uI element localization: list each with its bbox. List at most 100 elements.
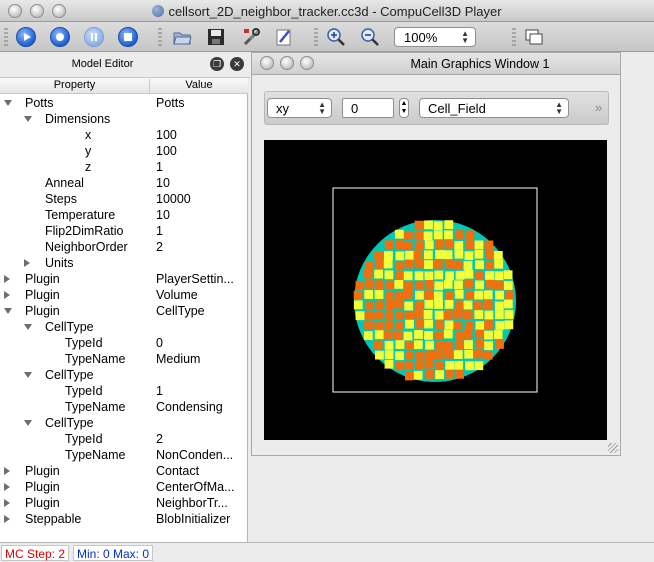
- tree-row[interactable]: CellType: [0, 415, 248, 431]
- disclosure-open-icon[interactable]: [24, 324, 32, 330]
- minimize-window-button[interactable]: [30, 4, 44, 18]
- disclosure-open-icon[interactable]: [4, 308, 12, 314]
- overflow-chevron-icon[interactable]: »: [595, 100, 603, 115]
- disclosure-closed-icon[interactable]: [4, 483, 10, 491]
- disclosure-open-icon[interactable]: [24, 372, 32, 378]
- disclosure-open-icon[interactable]: [24, 116, 32, 122]
- tree-row[interactable]: Potts Potts: [0, 95, 248, 111]
- field-select[interactable]: Cell_Field ▲ ▼: [419, 98, 569, 118]
- tree-row[interactable]: TypeId 1: [0, 383, 248, 399]
- zoom-window-button[interactable]: [52, 4, 66, 18]
- toolbar-grip[interactable]: [314, 28, 318, 46]
- tree-row[interactable]: TypeId 2: [0, 431, 248, 447]
- resize-grip-icon[interactable]: [608, 443, 618, 453]
- disclosure-closed-icon[interactable]: [4, 515, 10, 523]
- save-icon[interactable]: [206, 27, 226, 47]
- tree-row-value[interactable]: 100: [156, 128, 177, 142]
- tree-row-value[interactable]: BlobInitializer: [156, 512, 231, 526]
- disclosure-closed-icon[interactable]: [4, 467, 10, 475]
- disclosure-closed-icon[interactable]: [4, 291, 10, 299]
- tree-row-value[interactable]: Medium: [156, 352, 201, 366]
- tree-row-value[interactable]: 10000: [156, 192, 191, 206]
- tree-row[interactable]: NeighborOrder 2: [0, 239, 248, 255]
- tree-row-value[interactable]: 10: [156, 208, 170, 222]
- tree-row[interactable]: Dimensions: [0, 111, 248, 127]
- stop-icon[interactable]: [118, 27, 138, 47]
- tree-row[interactable]: TypeName Medium: [0, 351, 248, 367]
- tree-row-value[interactable]: 1: [156, 384, 163, 398]
- tree-row-value[interactable]: Potts: [156, 96, 185, 110]
- tree-row[interactable]: Anneal 10: [0, 175, 248, 191]
- tree-row-value[interactable]: NeighborTr...: [156, 496, 228, 510]
- cell: [435, 320, 444, 329]
- tree-row[interactable]: Plugin CenterOfMa...: [0, 479, 248, 495]
- tree-row[interactable]: Steps 10000: [0, 191, 248, 207]
- column-header-value[interactable]: Value: [185, 79, 213, 91]
- tree-row-value[interactable]: 0: [156, 336, 163, 350]
- run-icon[interactable]: [16, 27, 36, 47]
- tree-row[interactable]: Plugin Volume: [0, 287, 248, 303]
- float-dock-icon[interactable]: ❐: [210, 57, 224, 71]
- zoom-subwindow-button[interactable]: [300, 56, 314, 70]
- tree-row[interactable]: TypeName NonConden...: [0, 447, 248, 463]
- tools-icon[interactable]: [242, 27, 262, 47]
- zoom-out-icon[interactable]: [360, 27, 380, 47]
- tree-row-value[interactable]: Volume: [156, 288, 198, 302]
- close-subwindow-button[interactable]: [260, 56, 274, 70]
- tree-row-value[interactable]: 1: [156, 224, 163, 238]
- tree-row-value[interactable]: Condensing: [156, 400, 223, 414]
- close-window-button[interactable]: [8, 4, 22, 18]
- disclosure-closed-icon[interactable]: [4, 499, 10, 507]
- tree-row-value[interactable]: 1: [156, 160, 163, 174]
- tree-row[interactable]: Plugin CellType: [0, 303, 248, 319]
- toolbar-grip[interactable]: [512, 28, 516, 46]
- tree-row[interactable]: Flip2DimRatio 1: [0, 223, 248, 239]
- tree-row-value[interactable]: Contact: [156, 464, 200, 478]
- edit-icon[interactable]: [274, 27, 294, 47]
- zoom-select[interactable]: 100% ▲ ▼: [394, 27, 476, 47]
- tree-row[interactable]: Temperature 10: [0, 207, 248, 223]
- model-editor-tree[interactable]: Property Value Potts Potts Dimensions x 100 y…: [0, 78, 248, 542]
- tree-row-value[interactable]: 100: [156, 144, 177, 158]
- disclosure-open-icon[interactable]: [4, 100, 12, 106]
- tree-row-value[interactable]: PlayerSettin...: [156, 272, 234, 286]
- tree-row-value[interactable]: CellType: [156, 304, 205, 318]
- projection-select[interactable]: xy ▲ ▼: [267, 98, 332, 118]
- tree-row[interactable]: TypeName Condensing: [0, 399, 248, 415]
- tree-row[interactable]: Plugin PlayerSettin...: [0, 271, 248, 287]
- tree-row[interactable]: Units: [0, 255, 248, 271]
- disclosure-open-icon[interactable]: [24, 420, 32, 426]
- open-folder-icon[interactable]: [172, 27, 192, 47]
- step-icon[interactable]: [50, 27, 70, 47]
- tree-row-value[interactable]: 2: [156, 432, 163, 446]
- tree-row[interactable]: Plugin NeighborTr...: [0, 495, 248, 511]
- tree-row-value[interactable]: CenterOfMa...: [156, 480, 235, 494]
- toolbar-grip[interactable]: [4, 28, 8, 46]
- tree-row-value[interactable]: NonConden...: [156, 448, 234, 462]
- tree-row-value[interactable]: 10: [156, 176, 170, 190]
- zoom-in-icon[interactable]: [326, 27, 346, 47]
- pause-icon[interactable]: [84, 27, 104, 47]
- column-header-property[interactable]: Property: [0, 79, 150, 94]
- close-dock-icon[interactable]: ✕: [230, 57, 244, 71]
- tree-row-value[interactable]: 2: [156, 240, 163, 254]
- graphics-canvas[interactable]: [264, 140, 607, 440]
- tree-row[interactable]: CellType: [0, 367, 248, 383]
- cell: [425, 340, 434, 350]
- toolbar-grip[interactable]: [158, 28, 162, 46]
- tree-row[interactable]: Plugin Contact: [0, 463, 248, 479]
- cell: [404, 341, 414, 350]
- slice-stepper[interactable]: ▲ ▼: [399, 98, 409, 118]
- tree-row[interactable]: x 100: [0, 127, 248, 143]
- disclosure-closed-icon[interactable]: [4, 275, 10, 283]
- minimize-subwindow-button[interactable]: [280, 56, 294, 70]
- layout-icon[interactable]: [524, 27, 544, 47]
- cell: [413, 250, 423, 259]
- slice-input[interactable]: 0: [342, 98, 394, 118]
- tree-row[interactable]: y 100: [0, 143, 248, 159]
- disclosure-closed-icon[interactable]: [24, 259, 30, 267]
- tree-row[interactable]: Steppable BlobInitializer: [0, 511, 248, 527]
- tree-row[interactable]: CellType: [0, 319, 248, 335]
- tree-row[interactable]: TypeId 0: [0, 335, 248, 351]
